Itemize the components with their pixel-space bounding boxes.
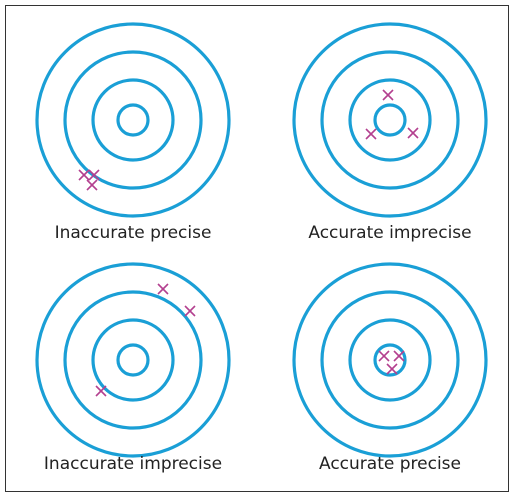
hit-mark: [382, 89, 394, 101]
target-ring: [91, 78, 175, 162]
target: [35, 22, 231, 218]
panel-label: Accurate imprecise: [308, 223, 471, 243]
target-ring: [348, 318, 432, 402]
target: [292, 262, 488, 458]
hit-mark: [78, 169, 90, 181]
target-ring: [320, 290, 460, 430]
hit-mark: [95, 385, 107, 397]
target-ring: [35, 22, 231, 218]
target-ring: [63, 50, 203, 190]
target-ring: [292, 262, 488, 458]
hit-mark: [386, 363, 398, 375]
target-ring: [292, 22, 488, 218]
hit-mark: [157, 283, 169, 295]
hit-mark: [184, 305, 196, 317]
frame: [5, 5, 509, 492]
hit-mark: [407, 127, 419, 139]
target-ring: [63, 290, 203, 430]
hit-mark: [88, 169, 100, 181]
target-ring: [348, 78, 432, 162]
target-ring: [35, 262, 231, 458]
target-ring: [320, 50, 460, 190]
target-ring: [373, 103, 407, 137]
target: [35, 262, 231, 458]
hit-mark: [365, 128, 377, 140]
panel-label: Accurate precise: [319, 454, 461, 474]
hit-mark: [378, 350, 390, 362]
target: [292, 22, 488, 218]
target-ring: [373, 343, 407, 377]
panel-label: Inaccurate precise: [55, 223, 212, 243]
target-ring: [91, 318, 175, 402]
target-ring: [116, 103, 150, 137]
panel-label: Inaccurate imprecise: [44, 454, 222, 474]
hit-mark: [393, 350, 405, 362]
hit-mark: [86, 179, 98, 191]
target-ring: [116, 343, 150, 377]
